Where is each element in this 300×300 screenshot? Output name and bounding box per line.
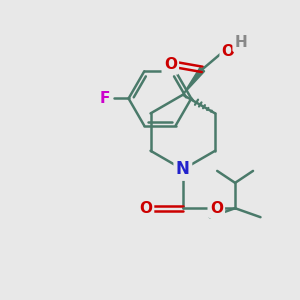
Text: O: O: [222, 44, 235, 59]
Text: O: O: [139, 201, 152, 216]
Text: N: N: [176, 160, 190, 178]
Text: F: F: [100, 91, 110, 106]
Text: O: O: [164, 57, 177, 72]
Polygon shape: [183, 68, 205, 95]
Text: O: O: [210, 201, 223, 216]
Text: H: H: [235, 35, 248, 50]
